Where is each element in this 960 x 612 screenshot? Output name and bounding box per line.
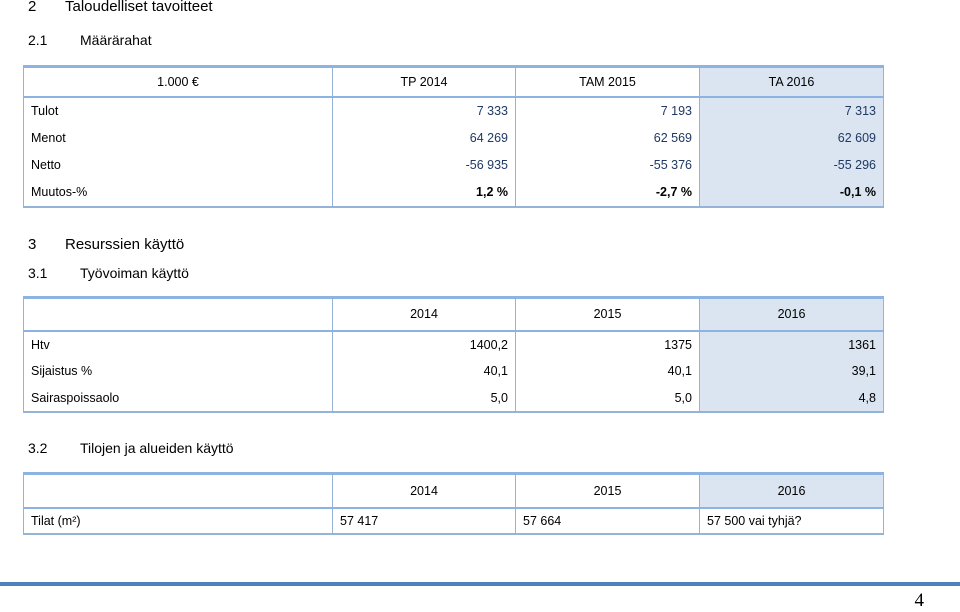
- section-title: Tilojen ja alueiden käyttö: [80, 440, 234, 456]
- header-cell: [23, 296, 333, 332]
- cell-value: 7 313: [699, 96, 884, 125]
- table-header-row: 1.000 € TP 2014 TAM 2015 TA 2016: [23, 65, 884, 98]
- footer-rule: [0, 582, 960, 586]
- table-row: Muutos-% 1,2 % -2,7 % -0,1 %: [23, 178, 884, 208]
- section-number: 2.1: [28, 32, 48, 48]
- cell-value: 7 193: [515, 96, 700, 125]
- cell-value: 4,8: [699, 384, 884, 413]
- table-row: Menot 64 269 62 569 62 609: [23, 124, 884, 152]
- cell-value: 40,1: [515, 357, 700, 385]
- table-row: Htv 1400,2 1375 1361: [23, 330, 884, 358]
- row-label: Htv: [23, 330, 333, 358]
- header-cell: [23, 472, 333, 509]
- space-table: 2014 2015 2016 Tilat (m²) 57 417 57 664 …: [23, 472, 884, 535]
- cell-value: -2,7 %: [515, 178, 700, 208]
- page-number: 4: [914, 590, 925, 611]
- cell-value: 1,2 %: [332, 178, 516, 208]
- row-label: Menot: [23, 124, 333, 152]
- header-cell: TA 2016: [699, 65, 884, 98]
- section-number: 3.1: [28, 265, 48, 281]
- row-label: Sijaistus %: [23, 357, 333, 385]
- cell-value: 1400,2: [332, 330, 516, 358]
- section-number: 3.2: [28, 440, 48, 456]
- table-row: Sairaspoissaolo 5,0 5,0 4,8: [23, 384, 884, 413]
- row-label: Tilat (m²): [23, 507, 333, 535]
- table-row: Netto -56 935 -55 376 -55 296: [23, 151, 884, 179]
- table-header-row: 2014 2015 2016: [23, 472, 884, 509]
- cell-value: -56 935: [332, 151, 516, 179]
- cell-value: 7 333: [332, 96, 516, 125]
- cell-value: 5,0: [332, 384, 516, 413]
- cell-value: -55 296: [699, 151, 884, 179]
- header-cell: 2016: [699, 472, 884, 509]
- header-cell: 1.000 €: [23, 65, 333, 98]
- table-row: Tilat (m²) 57 417 57 664 57 500 vai tyhj…: [23, 507, 884, 535]
- table-row: Tulot 7 333 7 193 7 313: [23, 96, 884, 125]
- cell-value: 39,1: [699, 357, 884, 385]
- row-label: Tulot: [23, 96, 333, 125]
- table-row: Sijaistus % 40,1 40,1 39,1: [23, 357, 884, 385]
- header-cell: TAM 2015: [515, 65, 700, 98]
- row-label: Muutos-%: [23, 178, 333, 208]
- header-cell: 2015: [515, 472, 700, 509]
- cell-value: 1375: [515, 330, 700, 358]
- section-title: Resurssien käyttö: [65, 236, 185, 253]
- cell-value: 57 500 vai tyhjä?: [699, 507, 884, 535]
- header-cell: 2016: [699, 296, 884, 332]
- table-header-row: 2014 2015 2016: [23, 296, 884, 332]
- header-cell: TP 2014: [332, 65, 516, 98]
- header-cell: 2015: [515, 296, 700, 332]
- header-cell: 2014: [332, 472, 516, 509]
- header-cell: 2014: [332, 296, 516, 332]
- labor-table: 2014 2015 2016 Htv 1400,2 1375 1361 Sija…: [23, 296, 884, 413]
- cell-value: 62 609: [699, 124, 884, 152]
- cell-value: 64 269: [332, 124, 516, 152]
- cell-value: -0,1 %: [699, 178, 884, 208]
- section-number: 3: [28, 236, 37, 253]
- cell-value: 57 664: [515, 507, 700, 535]
- cell-value: 40,1: [332, 357, 516, 385]
- cell-value: 5,0: [515, 384, 700, 413]
- cell-value: 62 569: [515, 124, 700, 152]
- cell-value: -55 376: [515, 151, 700, 179]
- row-label: Netto: [23, 151, 333, 179]
- section-title: Määrärahat: [80, 32, 152, 48]
- budget-table: 1.000 € TP 2014 TAM 2015 TA 2016 Tulot 7…: [23, 65, 884, 208]
- section-title: Työvoiman käyttö: [80, 265, 189, 281]
- row-label: Sairaspoissaolo: [23, 384, 333, 413]
- section-title: Taloudelliset tavoitteet: [65, 0, 213, 15]
- cell-value: 1361: [699, 330, 884, 358]
- section-number: 2: [28, 0, 37, 15]
- cell-value: 57 417: [332, 507, 516, 535]
